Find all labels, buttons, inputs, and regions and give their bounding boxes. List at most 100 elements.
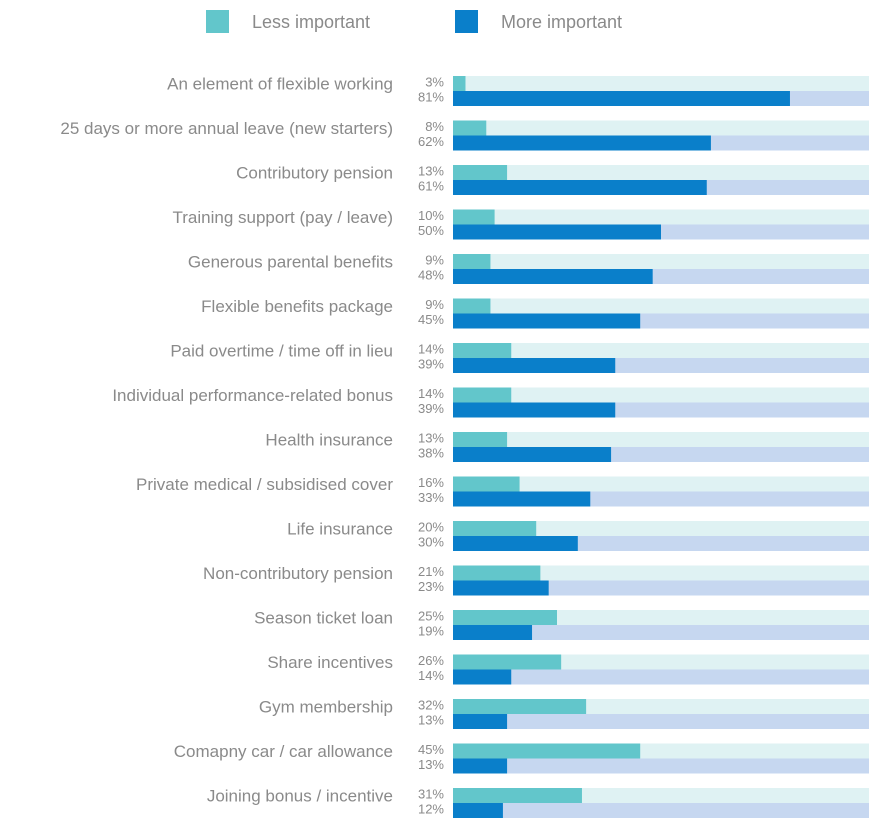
bar-track [453, 476, 869, 492]
category-label: Flexible benefits package [201, 297, 393, 316]
bar [453, 714, 508, 729]
bar [453, 135, 711, 151]
value-label: 9% [425, 252, 444, 267]
value-label: 30% [418, 534, 444, 549]
bar [453, 788, 582, 803]
category-label: An element of flexible working [167, 74, 393, 93]
value-label: 16% [418, 475, 444, 490]
category-label: 25 days or more annual leave (new starte… [60, 119, 393, 138]
bar [453, 343, 512, 358]
value-label: 9% [425, 297, 444, 312]
bar-track [453, 521, 869, 536]
value-label: 32% [418, 697, 444, 712]
category-label: Non-contributory pension [203, 564, 393, 583]
bar [453, 669, 512, 685]
bar [453, 758, 508, 774]
bar-track [453, 580, 869, 596]
value-label: 50% [418, 223, 444, 238]
bar-track [453, 565, 869, 581]
bar [453, 654, 562, 670]
value-label: 14% [418, 386, 444, 401]
bar-track [453, 387, 869, 403]
bar [453, 402, 616, 418]
bar-track [453, 120, 869, 136]
bar [453, 699, 587, 714]
bar [453, 387, 512, 403]
value-label: 14% [418, 668, 444, 683]
bar [453, 269, 653, 284]
bar-track [453, 209, 869, 225]
bar [453, 536, 578, 551]
bar [453, 180, 707, 195]
value-label: 45% [418, 742, 444, 757]
value-label: 45% [418, 312, 444, 327]
bar [453, 521, 537, 536]
bar [453, 91, 790, 106]
bar [453, 254, 491, 269]
value-label: 33% [418, 490, 444, 505]
value-label: 13% [418, 430, 444, 445]
bar [453, 580, 549, 596]
category-label: Share incentives [267, 653, 393, 672]
bar [453, 625, 533, 640]
bar [453, 120, 487, 136]
value-label: 39% [418, 356, 444, 371]
value-label: 10% [418, 208, 444, 223]
category-label: Joining bonus / incentive [207, 786, 393, 805]
value-label: 12% [418, 801, 444, 816]
bar [453, 743, 641, 759]
value-label: 48% [418, 267, 444, 282]
bar [453, 476, 520, 492]
bar [453, 224, 661, 240]
bar-track [453, 432, 869, 447]
bar-track [453, 76, 869, 91]
category-label: Training support (pay / leave) [173, 208, 393, 227]
bar [453, 565, 541, 581]
category-label: Private medical / subsidised cover [136, 475, 393, 494]
value-label: 13% [418, 163, 444, 178]
category-label: Gym membership [259, 697, 393, 716]
value-label: 81% [418, 89, 444, 104]
bar [453, 209, 495, 225]
category-label: Season ticket loan [254, 608, 393, 627]
bar-track [453, 254, 869, 269]
category-label: Comapny car / car allowance [174, 742, 393, 761]
legend-swatch [455, 10, 478, 33]
legend-label: More important [501, 12, 622, 32]
value-label: 31% [418, 786, 444, 801]
value-label: 26% [418, 653, 444, 668]
bar [453, 447, 612, 462]
value-label: 8% [425, 119, 444, 134]
bar [453, 491, 591, 507]
bar-track [453, 298, 869, 314]
bar [453, 313, 641, 329]
category-label: Life insurance [287, 519, 393, 538]
value-label: 21% [418, 564, 444, 579]
bar [453, 610, 557, 625]
category-label: Paid overtime / time off in lieu [170, 341, 393, 360]
bar [453, 165, 508, 180]
category-label: Individual performance-related bonus [112, 386, 393, 405]
value-label: 3% [425, 74, 444, 89]
value-label: 62% [418, 134, 444, 149]
value-label: 39% [418, 401, 444, 416]
value-label: 25% [418, 608, 444, 623]
value-label: 13% [418, 757, 444, 772]
value-label: 13% [418, 712, 444, 727]
value-label: 19% [418, 623, 444, 638]
value-label: 38% [418, 445, 444, 460]
bar [453, 76, 466, 91]
bar [453, 358, 616, 373]
value-label: 23% [418, 579, 444, 594]
bar [453, 803, 503, 818]
bar-track [453, 343, 869, 358]
category-label: Health insurance [265, 430, 393, 449]
legend-swatch [206, 10, 229, 33]
bar-track [453, 758, 869, 774]
bar-track [453, 714, 869, 729]
bar-track [453, 669, 869, 685]
category-label: Generous parental benefits [188, 252, 393, 271]
category-label: Contributory pension [236, 163, 393, 182]
legend-label: Less important [252, 12, 370, 32]
